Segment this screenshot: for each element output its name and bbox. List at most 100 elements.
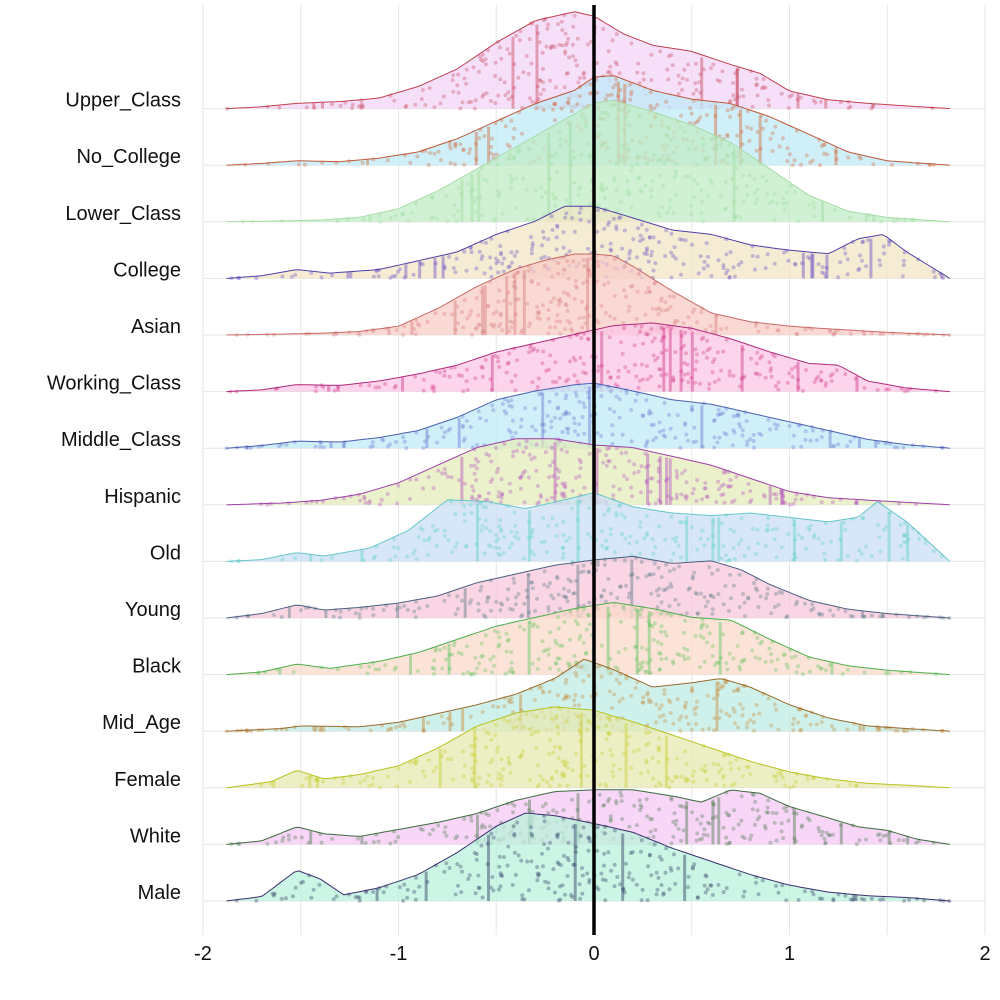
ridge-point — [486, 303, 491, 308]
ridge-point — [506, 428, 511, 432]
ridge-point — [740, 433, 745, 438]
ridge-point — [431, 524, 435, 529]
ridge-point — [350, 106, 354, 111]
ridge-point — [330, 102, 335, 107]
ridge-point — [647, 502, 652, 507]
ridge-point — [559, 447, 564, 452]
ridge-point — [413, 102, 418, 107]
ridge-point — [453, 612, 458, 617]
ridge-point — [576, 80, 581, 85]
ridge-point — [579, 336, 584, 340]
ridge-point — [812, 380, 817, 385]
ridge-point — [529, 247, 534, 252]
ridge-point — [679, 346, 684, 351]
ridge-point — [905, 388, 910, 393]
ridge-point — [668, 426, 673, 431]
ridge-point — [716, 258, 721, 263]
ridge-point — [450, 652, 455, 657]
ridge-point — [649, 194, 654, 199]
ridge-point — [819, 378, 824, 383]
ridge-point — [629, 765, 634, 770]
ridge-point — [572, 155, 577, 160]
ridge-point — [669, 275, 674, 280]
ridge-point — [608, 375, 613, 380]
ridge-point — [819, 500, 824, 505]
ridge-point — [657, 667, 662, 672]
ridge-point — [365, 774, 370, 779]
ridge-point — [455, 304, 460, 309]
ridge-point — [280, 557, 285, 562]
ridge-point — [358, 498, 363, 503]
ridge-point — [659, 205, 664, 209]
ridge-point — [831, 613, 836, 618]
ridge-point — [580, 415, 585, 419]
ridge-point — [676, 92, 681, 97]
ridge-point — [644, 760, 649, 765]
ridge-point — [692, 862, 697, 867]
ridge-point — [512, 850, 517, 855]
ridge-point — [341, 776, 346, 781]
ridge-point — [413, 332, 418, 337]
ridge-point — [441, 94, 446, 99]
ridge-point — [509, 696, 514, 701]
ridge-point — [661, 891, 666, 896]
ridge-point — [712, 418, 717, 423]
ridge-point — [535, 667, 540, 671]
ridge-point — [584, 627, 589, 632]
ridge-point — [823, 274, 828, 279]
ridge-point — [549, 425, 554, 430]
ridge-point — [703, 763, 708, 768]
ridge-point — [686, 722, 691, 726]
ridge-point — [831, 331, 836, 336]
ridge-point — [335, 667, 340, 672]
ridge-point — [470, 766, 475, 771]
ridge-point — [791, 522, 796, 527]
ridge-area — [226, 659, 950, 732]
ridge-point — [385, 158, 390, 163]
ridge-hispanic — [226, 437, 950, 507]
ridge-point — [731, 265, 736, 270]
ridge-point — [465, 316, 470, 321]
ridge-point — [518, 754, 523, 759]
ridge-point — [562, 85, 567, 90]
ridge-point — [502, 717, 507, 722]
ridge-point — [659, 600, 664, 605]
ridge-point — [484, 526, 489, 530]
ridge-point — [754, 361, 759, 366]
ridge-point — [714, 783, 719, 787]
ridge-point — [732, 430, 737, 435]
category-label: White — [130, 825, 181, 847]
ridge-point — [376, 839, 381, 844]
ridge-point — [776, 423, 780, 428]
ridge-point — [491, 835, 496, 840]
ridge-point — [473, 891, 478, 896]
ridge-point — [649, 873, 654, 878]
ridge-point — [496, 466, 501, 471]
ridge-point — [581, 72, 586, 76]
ridge-point — [629, 89, 634, 94]
ridge-point — [630, 494, 635, 499]
ridge-point — [690, 310, 695, 315]
ridge-point — [877, 535, 882, 540]
ridge-point — [673, 169, 678, 174]
ridge-point — [602, 851, 607, 856]
ridge-point — [460, 869, 464, 874]
ridge-point — [393, 665, 398, 670]
ridge-point — [740, 713, 745, 718]
ridge-point — [692, 707, 697, 712]
ridge-point — [706, 193, 711, 198]
ridge-point — [596, 725, 601, 730]
ridge-point — [703, 769, 708, 774]
ridge-point — [535, 483, 540, 488]
ridge-point — [555, 313, 560, 317]
ridge-point — [497, 192, 502, 196]
ridge-point — [607, 407, 612, 411]
ridge-point — [717, 79, 722, 84]
ridge-point — [578, 185, 583, 190]
ridge-point — [587, 720, 592, 725]
ridge-point — [556, 302, 561, 307]
ridge-point — [480, 213, 485, 218]
ridge-point — [577, 94, 582, 99]
ridge-point — [498, 252, 503, 257]
ridge-point — [709, 593, 714, 598]
